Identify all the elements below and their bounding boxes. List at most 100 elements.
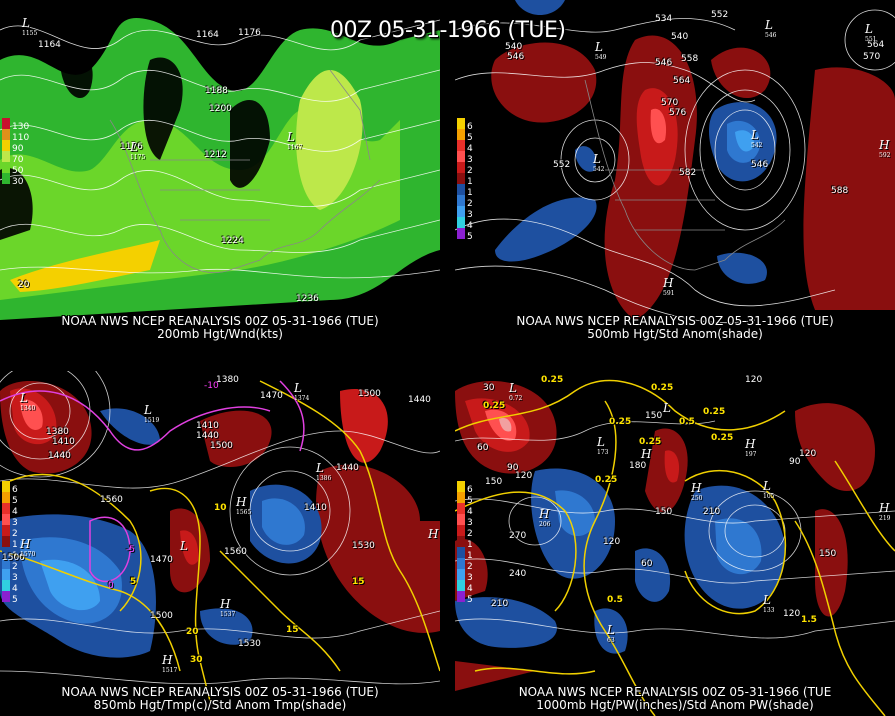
pw-label: 0.25 [595, 475, 618, 485]
legend-swatch [457, 547, 465, 558]
precipitable-water-map [455, 371, 895, 716]
contour-label: 1530 [238, 639, 261, 649]
contour-label: 1500 [358, 389, 381, 399]
contour-label: 1500 [210, 441, 233, 451]
legend-swatch [2, 591, 10, 602]
legend-swatch [457, 503, 465, 514]
temperature-label: 20 [186, 627, 199, 637]
legend-value: 1 [12, 540, 18, 550]
contour-label: 1164 [196, 30, 219, 40]
legend-swatch [457, 151, 465, 162]
legend-swatch [2, 580, 10, 591]
contour-label: 120 [603, 537, 621, 547]
low-pressure-marker: L [180, 539, 188, 553]
legend-value: 6 [467, 485, 473, 495]
legend-swatch [2, 569, 10, 580]
caption-line1: NOAA NWS NCEP REANALYSIS 00Z 05-31-1966 … [518, 685, 832, 699]
high-pressure-marker: H 250 [691, 481, 703, 502]
contour-label: 210 [491, 599, 509, 609]
legend-value: 3 [467, 155, 473, 165]
legend-swatch [2, 492, 10, 503]
contour-label: 564 [867, 40, 885, 50]
pw-label: 0.25 [703, 407, 726, 417]
legend-value: 6 [12, 485, 18, 495]
low-pressure-marker: L 0.72 [509, 381, 523, 402]
wind-map [0, 0, 440, 345]
anomaly-shading [491, 0, 895, 320]
pw-label: 0.25 [483, 401, 506, 411]
legend-value: 3 [467, 518, 473, 528]
legend: 130 110 90 70 50 30 [2, 118, 29, 187]
contour-label: 1410 [196, 421, 219, 431]
legend-swatch [2, 503, 10, 514]
legend-value: 5 [12, 496, 18, 506]
anomaly-shading [455, 381, 875, 691]
freezing-contours [0, 380, 305, 582]
legend-swatch [457, 492, 465, 503]
low-pressure-marker: L 1167 [287, 130, 303, 151]
legend-value: 5 [467, 496, 473, 506]
contour-label: 120 [783, 609, 801, 619]
contour-label: 1188 [205, 86, 228, 96]
high-pressure-marker: H [641, 447, 652, 461]
legend-swatch [2, 525, 10, 536]
caption-line1: NOAA NWS NCEP REANALYSIS 00Z 05-31-1966 … [516, 314, 834, 328]
contour-label: 1176 [238, 28, 261, 38]
legend-value: 70 [12, 155, 24, 165]
height-anomaly-map [455, 0, 895, 345]
contour-label: 552 [553, 160, 571, 170]
legend-value: 1 [467, 540, 473, 550]
contour-label: 150 [645, 411, 663, 421]
legend-value: 1 [467, 551, 473, 561]
high-pressure-marker: H 197 [745, 437, 757, 458]
low-pressure-marker: L 546 [765, 18, 777, 39]
contour-label: 564 [673, 76, 691, 86]
legend-value: 2 [467, 529, 473, 539]
contour-label: 1164 [38, 40, 61, 50]
contour-label: 1470 [150, 555, 173, 565]
contour-label: 558 [681, 54, 699, 64]
legend-value: 4 [467, 221, 473, 231]
temperature-label: 5 [130, 577, 137, 587]
contour-label: 20 [18, 280, 30, 290]
contour-label: 1212 [204, 150, 227, 160]
legend-value: 110 [12, 133, 30, 143]
contour-label: 150 [819, 549, 837, 559]
legend-swatch [2, 558, 10, 569]
contour-label: 582 [679, 168, 697, 178]
legend-swatch [2, 140, 10, 151]
legend-swatch [457, 558, 465, 569]
legend-swatch [2, 173, 10, 184]
contour-label: 540 [505, 42, 523, 52]
legend-value: 4 [467, 584, 473, 594]
legend-value: 1 [467, 177, 473, 187]
legend-value: 30 [12, 177, 24, 187]
contour-label: 1500 [150, 611, 173, 621]
legend-value: 2 [467, 166, 473, 176]
contour-label: 1176 [120, 142, 143, 152]
legend-value: 50 [12, 166, 24, 176]
high-pressure-marker: H 219 [879, 501, 891, 522]
pw-contours [455, 379, 895, 716]
low-pressure-marker: L 549 [595, 40, 607, 61]
legend-swatch [2, 118, 10, 129]
pw-label: 0.25 [651, 383, 674, 393]
contour-label: 1440 [196, 431, 219, 441]
caption-line2: 500mb Hgt/Std Anom(shade) [587, 327, 763, 341]
contour-label: 1440 [336, 463, 359, 473]
low-pressure-marker: L 63 [607, 623, 615, 644]
contour-label: 1560 [224, 547, 247, 557]
temperature-label: 15 [286, 625, 299, 635]
legend-swatch [457, 118, 465, 129]
contour-label: 270 [509, 531, 527, 541]
low-pressure-marker: L 1155 [22, 16, 38, 37]
high-pressure-marker: H 1517 [162, 653, 178, 674]
temperature-anomaly-map [0, 371, 440, 716]
pw-label: 0.25 [639, 437, 662, 447]
legend-swatch [2, 162, 10, 173]
pw-label: 0.25 [711, 433, 734, 443]
contour-label: 1380 [46, 427, 69, 437]
